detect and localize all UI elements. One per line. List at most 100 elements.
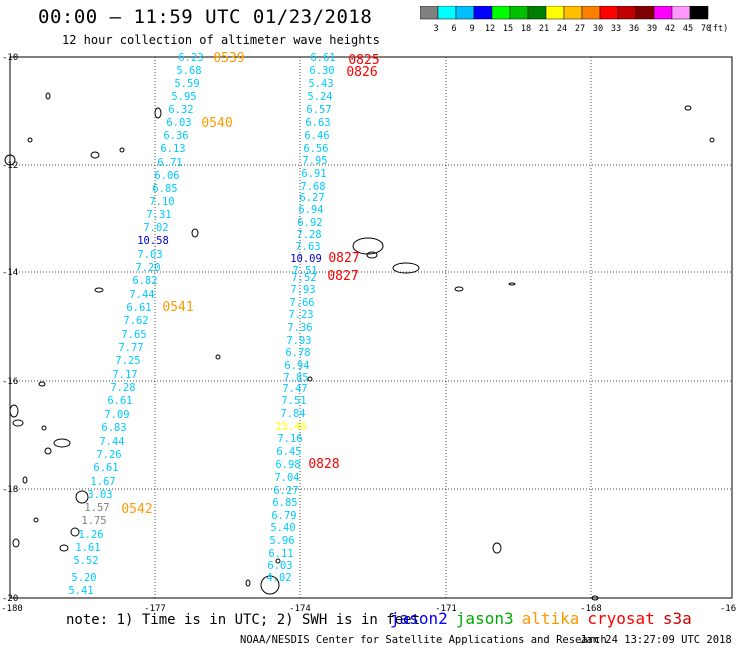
swh-value-label: 6.46 <box>304 130 329 142</box>
swh-value-label: 7.44 <box>99 436 124 448</box>
swh-value-label: 6.92 <box>297 217 322 229</box>
swh-value-label: 5.41 <box>68 585 93 597</box>
swh-value-label: 5.20 <box>71 572 96 584</box>
legend-s3a: s3a <box>662 609 692 628</box>
swh-value-label: 6.94 <box>298 204 323 216</box>
swh-value-label: 7.02 <box>143 222 168 234</box>
colorbar-tick: 3 <box>433 24 438 34</box>
swh-value-label: 5.68 <box>176 65 201 77</box>
island-outline <box>59 544 69 552</box>
island-outline <box>366 251 378 259</box>
swh-value-label: 6.57 <box>306 104 331 116</box>
pass-time-label: 0827 <box>327 269 358 284</box>
swh-value-label: 7.62 <box>123 315 148 327</box>
lon-tick-label: -177 <box>144 604 166 614</box>
lat-tick-label: -10 <box>2 53 18 63</box>
map-title: 00:00 – 11:59 UTC 01/23/2018 <box>38 6 373 28</box>
swh-value-label: 6.13 <box>160 143 185 155</box>
swh-value-label: 7.20 <box>135 262 160 274</box>
swh-value-label: 6.30 <box>309 65 334 77</box>
swh-value-label: 6.27 <box>273 485 298 497</box>
swh-value-label: 7.66 <box>289 297 314 309</box>
island-outline <box>41 425 47 431</box>
swh-value-label: 6.78 <box>285 347 310 359</box>
swh-value-label: 7.09 <box>104 409 129 421</box>
island-outline <box>53 438 71 448</box>
footer-note: note: 1) Time is in UTC; 2) SWH is in fe… <box>66 612 421 628</box>
island-outline <box>508 282 516 286</box>
lat-tick-label: -18 <box>2 485 18 495</box>
island-outline <box>70 527 80 537</box>
island-outline <box>119 147 125 153</box>
swh-value-label: 7.85 <box>283 372 308 384</box>
lon-tick-label: -171 <box>435 604 457 614</box>
swh-value-label: 7.23 <box>288 309 313 321</box>
island-outline <box>392 262 420 274</box>
island-outline <box>22 476 28 484</box>
island-outline <box>12 538 20 548</box>
swh-value-label: 5.96 <box>269 535 294 547</box>
swh-value-label: 6.45 <box>276 446 301 458</box>
pass-time-label: 0825 <box>348 53 379 68</box>
swh-value-label: 7.03 <box>137 249 162 261</box>
swh-value-label: 6.83 <box>101 422 126 434</box>
swh-value-label: 1.67 <box>90 476 115 488</box>
swh-value-label: 10.09 <box>290 253 322 265</box>
satellite-legend: jason2 jason3 altika cryosat s3a <box>390 609 700 628</box>
colorbar-tick: 70 <box>701 24 711 34</box>
swh-value-label: 7.77 <box>118 342 143 354</box>
swh-value-label: 7.04 <box>274 472 299 484</box>
color-scale-bar: 3 6 9 12 15 18 21 24 27 30 33 36 39 42 45 70(ft) <box>420 6 728 34</box>
swh-value-label: 1.75 <box>81 515 106 527</box>
legend-jason3: jason3 <box>455 609 514 628</box>
lat-tick-label: -20 <box>2 594 18 604</box>
island-outline <box>307 376 313 382</box>
swh-value-label: 4.02 <box>266 572 291 584</box>
swh-value-label: 6.91 <box>301 168 326 180</box>
colorbar-tick: 24 <box>557 24 567 34</box>
island-outline <box>454 286 464 292</box>
pass-time-label: 0540 <box>201 116 232 131</box>
swh-value-label: 6.94 <box>284 360 309 372</box>
colorbar-tick: 39 <box>647 24 657 34</box>
swh-value-label: 23.46 <box>275 421 307 433</box>
swh-value-label: 6.06 <box>154 170 179 182</box>
legend-cryosat: cryosat <box>587 609 655 628</box>
swh-value-label: 7.51 <box>281 395 306 407</box>
lon-tick-label: -174 <box>289 604 311 614</box>
colorbar-tick: 45 <box>683 24 693 34</box>
swh-value-label: 5.59 <box>174 78 199 90</box>
swh-value-label: 5.95 <box>171 91 196 103</box>
island-outline <box>215 354 221 360</box>
island-outline <box>75 490 89 504</box>
legend-altika: altika <box>521 609 580 628</box>
island-outline <box>275 558 281 564</box>
swh-value-label: 3.03 <box>87 489 112 501</box>
lon-tick-label: -180 <box>1 604 23 614</box>
swh-value-label: 7.25 <box>115 355 140 367</box>
island-outline <box>684 105 692 111</box>
island-outline <box>191 228 199 238</box>
colorbar-tick: 42 <box>665 24 675 34</box>
swh-value-label: 7.47 <box>282 383 307 395</box>
lon-tick-label: -168 <box>580 604 602 614</box>
island-outline <box>709 137 715 143</box>
swh-value-label: 6.27 <box>299 192 324 204</box>
swh-value-label: 5.52 <box>73 555 98 567</box>
colorbar-tick: 27 <box>575 24 585 34</box>
island-outline <box>27 137 33 143</box>
swh-value-label: 6.79 <box>271 510 296 522</box>
legend-jason2: jason2 <box>390 609 448 628</box>
swh-value-label: 6.03 <box>267 560 292 572</box>
swh-value-label: 6.85 <box>152 183 177 195</box>
swh-value-label: 7.44 <box>129 289 154 301</box>
colorbar-swatch <box>689 6 709 20</box>
island-outline <box>260 575 280 595</box>
swh-value-label: 5.24 <box>307 91 332 103</box>
swh-value-label: 7.52 <box>291 272 316 284</box>
swh-value-label: 7.26 <box>96 449 121 461</box>
swh-value-label: 7.68 <box>300 181 325 193</box>
lat-tick-label: -12 <box>2 161 18 171</box>
pass-time-label: 0828 <box>308 457 339 472</box>
pass-time-label: 0827 <box>328 251 359 266</box>
